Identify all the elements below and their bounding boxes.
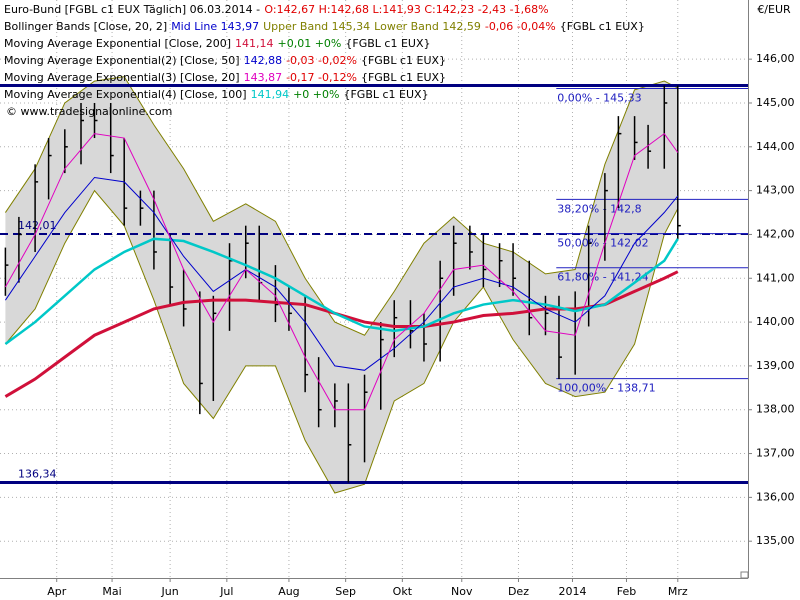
y-tick-label: 146,00 (756, 52, 795, 65)
x-tick-label: Aug (278, 585, 299, 598)
legend-text: Moving Average Exponential(2) [Close, 50… (4, 54, 240, 67)
legend-text: {FGBL c1 EUX} (361, 54, 446, 67)
x-tick-label: Dez (508, 585, 529, 598)
scroll-box (740, 571, 749, 579)
band-upper (4, 76, 679, 336)
legend-line: Moving Average Exponential(3) [Close, 20… (4, 71, 446, 84)
fib-label: 100,00% - 138,71 (557, 382, 655, 395)
fib-label: 61,80% - 141,24 (557, 271, 648, 284)
x-tick-label: Mai (102, 585, 121, 598)
x-tick-label: Mrz (668, 585, 688, 598)
legend-text: Bollinger Bands [Close, 20, 2] (4, 20, 167, 33)
x-tick-label: Nov (451, 585, 473, 598)
fib-label: 50,00% - 142,02 (557, 237, 648, 250)
x-tick-label: Jun (161, 585, 179, 598)
level-label: 142,01 (18, 219, 57, 232)
y-tick-label: 139,00 (756, 359, 795, 372)
ema-line (4, 132, 679, 411)
y-tick-label: 142,00 (756, 227, 795, 240)
legend-text: -0,17 -0,12% (286, 71, 357, 84)
legend-text: +0 +0% (293, 88, 339, 101)
legend-text: Moving Average Exponential [Close, 200] (4, 37, 231, 50)
legend-text: Moving Average Exponential(4) [Close, 10… (4, 88, 247, 101)
legend-text: +0,01 +0% (278, 37, 342, 50)
legend-text: Euro-Bund [FGBL c1 EUX Täglich] 06.03.20… (4, 3, 260, 16)
legend-text: 142,88 (244, 54, 283, 67)
legend-text: -0,06 -0,04% (485, 20, 556, 33)
legend-text: O:142,67 H:142,68 L:141,93 C:142,23 -2,4… (264, 3, 548, 16)
legend-text: {FGBL c1 EUX} (361, 71, 446, 84)
legend-line: Euro-Bund [FGBL c1 EUX Täglich] 06.03.20… (4, 3, 549, 16)
y-tick-label: 141,00 (756, 271, 795, 284)
x-tick-label: Feb (617, 585, 636, 598)
legend-text: Upper Band 145,34 (263, 20, 370, 33)
copyright: © www.tradesignalonline.com (6, 105, 172, 118)
legend-text: {FGBL c1 EUX} (560, 20, 645, 33)
legend-line: Moving Average Exponential [Close, 200] 1… (4, 37, 430, 50)
ema-line (4, 270, 679, 398)
x-tick-label: Apr (47, 585, 67, 598)
legend-text: 141,94 (251, 88, 290, 101)
ema-line (4, 237, 679, 346)
x-tick-label: 2014 (558, 585, 586, 598)
ema-line (4, 176, 679, 371)
legend-text: 141,14 (235, 37, 274, 50)
legend-line: Bollinger Bands [Close, 20, 2] Mid Line 1… (4, 20, 645, 33)
legend-text: -0,03 -0,02% (286, 54, 357, 67)
y-tick-label: 138,00 (756, 403, 795, 416)
y-tick-label: 145,00 (756, 96, 795, 109)
legend-text: {FGBL c1 EUX} (345, 37, 430, 50)
band-fill (5, 76, 678, 493)
x-tick-label: Jul (219, 585, 233, 598)
y-tick-label: 140,00 (756, 315, 795, 328)
y-tick-label: 143,00 (756, 184, 795, 197)
legend-text: Lower Band 142,59 (374, 20, 481, 33)
legend-text: {FGBL c1 EUX} (343, 88, 428, 101)
legend-line: Moving Average Exponential(4) [Close, 10… (4, 88, 429, 101)
y-tick-label: 136,00 (756, 490, 795, 503)
y-unit: €/EUR (757, 3, 791, 16)
band-lower (5, 189, 679, 494)
legend-line: Moving Average Exponential(2) [Close, 50… (4, 54, 446, 67)
legend-text: Moving Average Exponential(3) [Close, 20… (4, 71, 240, 84)
legend-text: 143,87 (244, 71, 283, 84)
x-tick-label: Okt (393, 585, 413, 598)
fib-label: 0,00% - 145,33 (557, 92, 641, 105)
legend-text: Mid Line 143,97 (171, 20, 259, 33)
y-tick-label: 137,00 (756, 447, 795, 460)
x-tick-label: Sep (335, 585, 356, 598)
y-tick-label: 135,00 (756, 534, 795, 547)
fib-label: 38,20% - 142,8 (557, 202, 641, 215)
y-tick-label: 144,00 (756, 140, 795, 153)
level-label: 136,34 (18, 467, 57, 480)
